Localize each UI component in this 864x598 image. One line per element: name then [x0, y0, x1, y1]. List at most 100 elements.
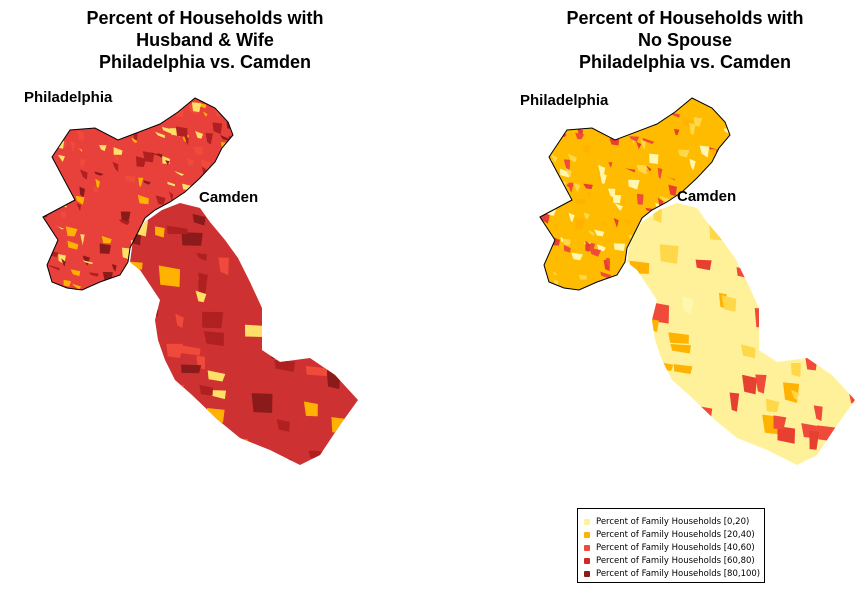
census-tract: [569, 113, 575, 122]
census-tract: [552, 185, 564, 193]
census-tract: [79, 186, 86, 198]
census-tract: [75, 195, 85, 205]
census-tract: [578, 274, 587, 280]
census-tract: [629, 136, 640, 143]
census-tract: [114, 154, 119, 162]
census-tract: [746, 220, 764, 235]
census-tract: [717, 220, 729, 229]
census-tract: [728, 218, 738, 228]
census-tract: [93, 186, 100, 193]
census-tract: [568, 182, 574, 193]
census-tract: [203, 331, 224, 346]
census-tract: [732, 153, 736, 160]
census-tract: [205, 132, 214, 145]
census-tract: [677, 459, 694, 465]
census-tract: [813, 405, 823, 422]
census-tract: [55, 225, 65, 230]
census-tract: [699, 145, 710, 158]
census-tract: [821, 463, 832, 465]
legend-item-label: Percent of Family Households [20,40): [596, 529, 755, 540]
census-tract: [196, 253, 208, 262]
census-tract: [721, 295, 737, 312]
census-tract: [568, 212, 575, 223]
census-tract: [559, 168, 570, 178]
census-tract: [646, 165, 652, 172]
census-tract: [837, 236, 855, 257]
census-tract: [67, 240, 79, 250]
census-tract: [594, 229, 605, 237]
map-title-no-spouse: Percent of Households with No Spouse Phi…: [566, 8, 804, 72]
census-tract: [784, 247, 799, 266]
census-tract: [634, 123, 643, 130]
census-tract: [835, 466, 844, 477]
census-tract: [137, 194, 149, 205]
label-camden: Camden: [199, 189, 259, 206]
census-tract: [695, 259, 712, 271]
census-tract: [585, 240, 591, 253]
census-tract: [138, 177, 144, 187]
census-tract: [76, 202, 82, 212]
census-tract: [552, 271, 557, 276]
census-tract: [158, 265, 181, 288]
census-tract: [619, 272, 629, 281]
census-tract: [772, 322, 781, 342]
census-tract: [809, 430, 820, 450]
census-tract: [560, 236, 565, 243]
census-tract: [649, 153, 659, 165]
census-tract: [544, 158, 553, 168]
census-tract: [670, 344, 691, 354]
census-tract: [830, 313, 844, 327]
legend-swatch: [584, 557, 590, 564]
census-tract: [201, 159, 211, 170]
label-philadelphia: Philadelphia: [24, 89, 113, 106]
census-tract: [557, 291, 562, 299]
census-tract: [88, 272, 99, 277]
census-tract: [810, 233, 823, 245]
census-tract: [599, 173, 607, 184]
census-tract: [554, 224, 559, 231]
census-tract: [693, 117, 703, 127]
census-tract: [657, 167, 663, 180]
philadelphia-border: [539, 97, 731, 291]
census-tract: [588, 230, 594, 237]
census-tract: [741, 344, 756, 359]
census-tract: [113, 147, 123, 155]
census-tract: [780, 343, 799, 357]
census-tract: [723, 108, 730, 116]
census-tract: [623, 291, 629, 295]
census-tract: [198, 272, 208, 293]
census-tract: [754, 308, 774, 329]
census-tract: [154, 131, 165, 139]
census-tract: [181, 364, 202, 374]
census-tract: [143, 180, 152, 185]
census-tract: [120, 211, 131, 223]
census-tract: [700, 181, 711, 187]
census-tract: [568, 153, 577, 163]
census-tract: [184, 135, 189, 146]
census-tract: [623, 218, 632, 226]
census-tract: [72, 283, 82, 290]
census-tract: [563, 159, 571, 171]
legend-item: Percent of Family Households [40,60): [584, 541, 764, 554]
census-tract: [551, 154, 558, 163]
census-tract: [608, 162, 613, 168]
census-tract: [150, 152, 163, 158]
map-legend: Percent of Family Households [0,20) Perc…: [577, 508, 765, 583]
census-tract: [195, 131, 204, 139]
label-camden: Camden: [677, 188, 737, 205]
census-tract: [130, 261, 143, 270]
census-tract: [220, 135, 229, 141]
census-tract: [599, 118, 608, 123]
census-tract: [63, 279, 72, 287]
legend-item-label: Percent of Family Households [40,60): [596, 542, 755, 553]
camden-area: [627, 203, 855, 465]
census-tract: [80, 159, 86, 168]
label-philadelphia: Philadelphia: [520, 92, 609, 109]
census-tract: [647, 301, 670, 324]
census-tract: [628, 273, 634, 278]
census-tract: [711, 148, 717, 157]
census-tract: [583, 183, 593, 190]
census-tract: [154, 226, 165, 238]
